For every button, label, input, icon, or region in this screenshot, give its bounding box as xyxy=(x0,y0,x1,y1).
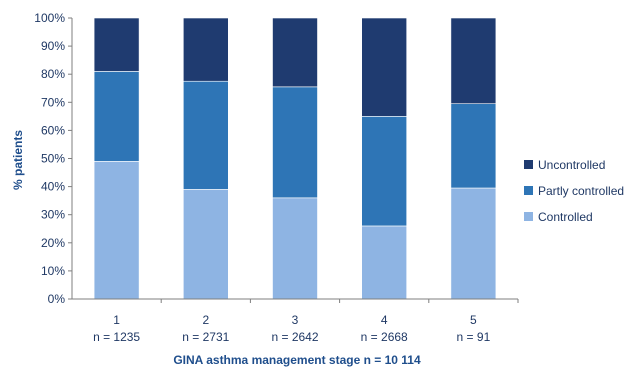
bar-segment-uncontrolled xyxy=(361,17,408,117)
bar-segment-partly-controlled xyxy=(450,103,497,189)
x-category-sublabel: n = 2668 xyxy=(361,330,408,344)
legend-label: Partly controlled xyxy=(538,184,624,198)
bar-segment-controlled xyxy=(93,161,140,300)
bar-segment-controlled xyxy=(272,197,318,300)
legend: Uncontrolled Partly controlled Controlled xyxy=(524,158,624,224)
x-category-sublabel: n = 2731 xyxy=(182,330,229,344)
x-category-label: 1 xyxy=(113,313,120,327)
x-category-label: 4 xyxy=(381,313,388,327)
y-tick-label: 50% xyxy=(41,152,65,166)
y-tick-label: 80% xyxy=(41,67,65,81)
bar-segment-partly-controlled xyxy=(272,86,318,199)
y-tick-label: 20% xyxy=(41,236,65,250)
legend-label: Controlled xyxy=(538,210,593,224)
y-tick-label: 40% xyxy=(41,180,65,194)
y-tick-label: 60% xyxy=(41,123,65,137)
y-tick-label: 70% xyxy=(41,95,65,109)
bar-segment-partly-controlled xyxy=(183,80,229,190)
bar-segment-uncontrolled xyxy=(93,17,140,72)
bar-segment-controlled xyxy=(450,187,497,300)
bars xyxy=(93,17,497,300)
legend-swatch xyxy=(524,212,533,221)
x-axis-title: GINA asthma management stage n = 10 114 xyxy=(173,353,421,367)
bar-segment-uncontrolled xyxy=(183,17,229,82)
bar-segment-partly-controlled xyxy=(93,71,140,162)
legend-label: Uncontrolled xyxy=(538,158,605,172)
x-category-label: 2 xyxy=(202,313,209,327)
y-axis-title: % patients xyxy=(11,130,25,190)
x-category-sublabel: n = 91 xyxy=(457,330,491,344)
y-tick-label: 90% xyxy=(41,39,65,53)
y-tick-label: 30% xyxy=(41,208,65,222)
y-tick-label: 100% xyxy=(34,11,65,25)
bar-segment-partly-controlled xyxy=(361,116,408,227)
legend-swatch xyxy=(524,186,533,195)
x-category-sublabel: n = 1235 xyxy=(93,330,140,344)
y-tick-label: 0% xyxy=(48,292,66,306)
bar-segment-uncontrolled xyxy=(450,17,497,105)
bar-segment-controlled xyxy=(361,225,408,300)
y-tick-label: 10% xyxy=(41,264,65,278)
y-axis: 0% 10% 20% 30% 40% 50% 60% 70% 80% 90% 100% xyxy=(34,11,73,306)
x-category-label: 5 xyxy=(470,313,477,327)
legend-swatch xyxy=(524,160,533,169)
bar-segment-uncontrolled xyxy=(272,17,318,88)
x-category-sublabel: n = 2642 xyxy=(271,330,318,344)
bar-segment-controlled xyxy=(183,189,229,300)
x-axis: 1 n = 1235 2 n = 2731 3 n = 2642 4 n = 2668 5 n =… xyxy=(72,298,519,344)
x-category-label: 3 xyxy=(292,313,299,327)
